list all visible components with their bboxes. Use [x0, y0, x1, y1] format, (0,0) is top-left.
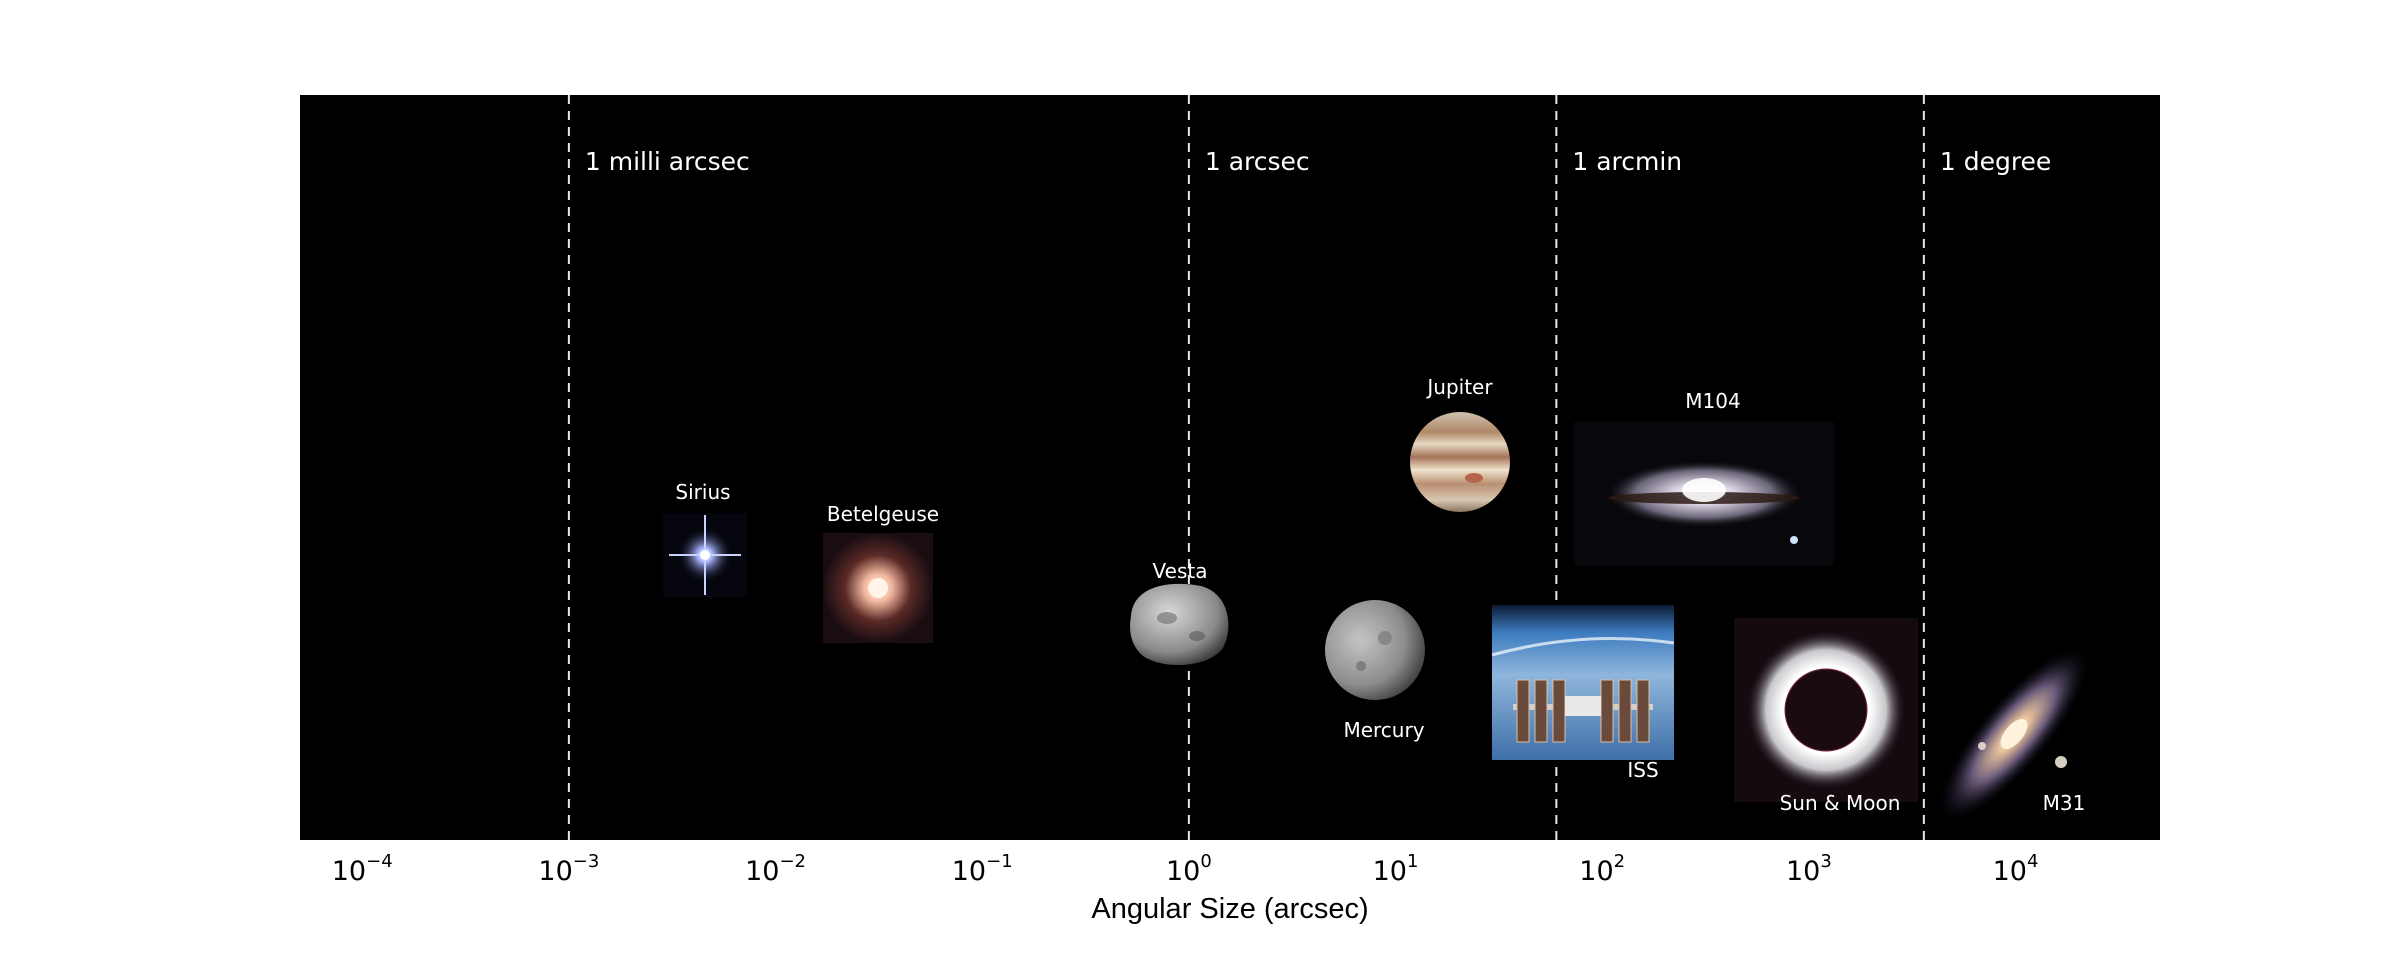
x-tick-label: 103 — [1786, 851, 1832, 887]
object-label: Jupiter — [1425, 375, 1493, 399]
object-m104: M104 — [1574, 389, 1834, 566]
planet-disk — [1325, 600, 1425, 700]
object-jupiter: Jupiter — [1410, 375, 1510, 512]
object-label: Sirius — [675, 480, 730, 504]
planet-disk — [1410, 412, 1510, 512]
object-mercury: Mercury — [1325, 600, 1425, 742]
galaxy-sombrero-icon — [1574, 422, 1834, 566]
x-tick-label: 10−1 — [952, 851, 1013, 887]
object-iss: ISS — [1491, 605, 1675, 782]
object-m31: M31 — [1938, 646, 2090, 822]
object-label: ISS — [1627, 758, 1658, 782]
solar-eclipse-icon — [1734, 618, 1918, 802]
object-sirius: Sirius — [663, 480, 747, 597]
asteroid-icon — [1130, 583, 1229, 666]
asteroid-body — [1130, 583, 1229, 666]
object-label: M31 — [2043, 791, 2086, 815]
planet-mercury-icon — [1325, 600, 1425, 700]
star-icon — [663, 513, 747, 597]
x-tick-label: 100 — [1166, 851, 1212, 887]
reference-label: 1 milli arcsec — [585, 147, 750, 176]
object-sun-moon: Sun & Moon — [1734, 618, 1918, 815]
object-label: Mercury — [1343, 718, 1424, 742]
planet-jupiter-icon — [1410, 412, 1510, 512]
object-label: Betelgeuse — [827, 502, 939, 526]
object-vesta: Vesta — [1130, 559, 1229, 666]
x-tick-label: 10−4 — [332, 851, 393, 887]
reference-label: 1 degree — [1940, 147, 2051, 176]
x-tick-label: 10−3 — [538, 851, 599, 887]
x-tick-label: 104 — [1993, 851, 2039, 887]
x-axis-title: Angular Size (arcsec) — [1091, 893, 1368, 925]
x-tick-label: 102 — [1579, 851, 1625, 887]
object-label: Vesta — [1153, 559, 1208, 583]
reference-label: 1 arcsec — [1205, 147, 1310, 176]
x-tick-label: 101 — [1373, 851, 1419, 887]
space-station-icon — [1491, 605, 1675, 760]
red-giant-icon — [823, 533, 933, 643]
object-label: M104 — [1685, 389, 1740, 413]
object-betelgeuse: Betelgeuse — [823, 502, 939, 643]
x-tick-label: 10−2 — [745, 851, 806, 887]
object-label: Sun & Moon — [1780, 791, 1901, 815]
galaxy-andromeda-icon — [1938, 646, 2090, 822]
reference-label: 1 arcmin — [1572, 147, 1682, 176]
